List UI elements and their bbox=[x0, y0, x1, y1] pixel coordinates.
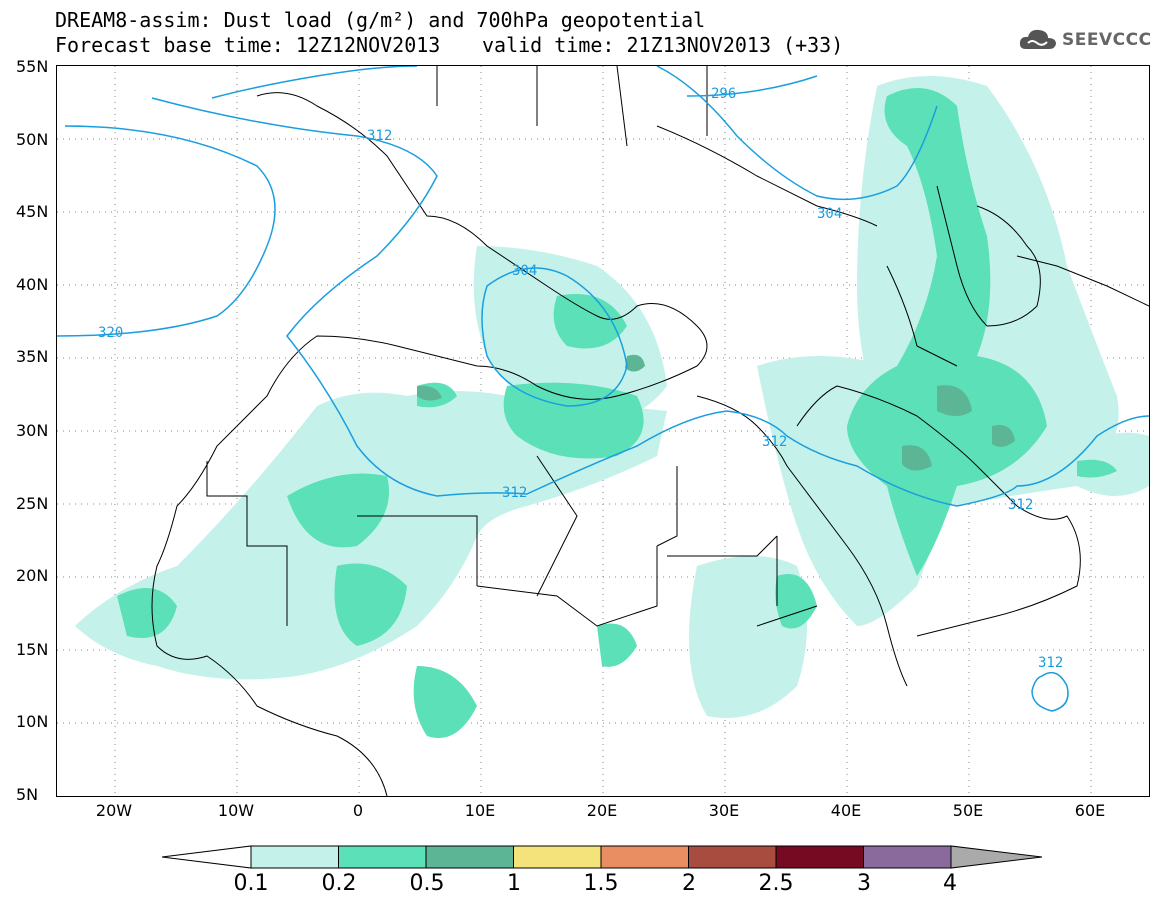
colorbar-label: 2.5 bbox=[758, 871, 794, 896]
lon-label: 50E bbox=[952, 801, 984, 820]
logo-text: SEEVCCC bbox=[1062, 30, 1152, 50]
colorbar-label: 3 bbox=[857, 871, 871, 896]
contour-label: 320 bbox=[98, 325, 124, 341]
colorbar-cell bbox=[425, 845, 514, 869]
contour-label: 304 bbox=[512, 263, 538, 279]
dust-layer-dark bbox=[417, 354, 1015, 471]
lon-label: 30E bbox=[708, 801, 740, 820]
colorbar-cell bbox=[250, 845, 339, 869]
lon-label: 20E bbox=[586, 801, 618, 820]
colorbar bbox=[161, 845, 1043, 869]
lat-label: 10N bbox=[16, 712, 49, 731]
colorbar-label: 1 bbox=[507, 871, 521, 896]
colorbar-label: 2 bbox=[682, 871, 696, 896]
lat-label: 15N bbox=[16, 640, 49, 659]
colorbar-cell bbox=[513, 845, 602, 869]
cloud-icon bbox=[1019, 29, 1056, 49]
coastlines bbox=[151, 66, 1149, 796]
contour-label: 312 bbox=[1038, 655, 1064, 671]
colorbar-cell bbox=[688, 845, 777, 869]
dust-layer-medium bbox=[117, 88, 1117, 738]
colorbar-cell bbox=[950, 845, 1043, 869]
map-frame bbox=[56, 65, 1150, 797]
lat-label: 45N bbox=[16, 202, 49, 221]
colorbar-cell bbox=[161, 845, 252, 869]
colorbar-cell bbox=[338, 845, 427, 869]
contour-label: 296 bbox=[711, 86, 737, 102]
colorbar-cell bbox=[775, 845, 864, 869]
map-canvas bbox=[57, 66, 1149, 796]
geopotential-contours bbox=[57, 66, 1149, 712]
lat-label: 20N bbox=[16, 566, 49, 585]
contour-label: 312 bbox=[762, 434, 788, 450]
colorbar-label: 1.5 bbox=[583, 871, 619, 896]
lon-label: 20W bbox=[95, 801, 133, 820]
lat-label: 5N bbox=[16, 785, 39, 804]
lat-label: 35N bbox=[16, 347, 49, 366]
colorbar-cell bbox=[600, 845, 689, 869]
contour-label: 312 bbox=[502, 485, 528, 501]
seevccc-logo: SEEVCCC bbox=[1018, 27, 1152, 53]
colorbar-cell bbox=[863, 845, 952, 869]
lat-label: 30N bbox=[16, 421, 49, 440]
colorbar-label: 0.2 bbox=[321, 871, 357, 896]
forecast-base-time: Forecast base time: 12Z12NOV2013 bbox=[55, 33, 441, 57]
lat-label: 55N bbox=[16, 57, 49, 76]
lat-label: 40N bbox=[16, 275, 49, 294]
lon-label: 10W bbox=[217, 801, 255, 820]
valid-time: valid time: 21Z13NOV2013 (+33) bbox=[482, 33, 844, 57]
lat-label: 25N bbox=[16, 494, 49, 513]
colorbar-label: 0.5 bbox=[409, 871, 445, 896]
lon-label: 0 bbox=[352, 801, 364, 820]
lon-label: 10E bbox=[464, 801, 496, 820]
contour-label: 312 bbox=[367, 128, 393, 144]
lon-label: 40E bbox=[830, 801, 862, 820]
contour-label: 304 bbox=[817, 206, 843, 222]
lat-label: 50N bbox=[16, 130, 49, 149]
contour-label: 312 bbox=[1008, 497, 1034, 513]
colorbar-label: 0.1 bbox=[233, 871, 269, 896]
chart-title: DREAM8-assim: Dust load (g/m²) and 700hP… bbox=[55, 8, 706, 32]
lon-label: 60E bbox=[1074, 801, 1106, 820]
colorbar-label: 4 bbox=[943, 871, 957, 896]
